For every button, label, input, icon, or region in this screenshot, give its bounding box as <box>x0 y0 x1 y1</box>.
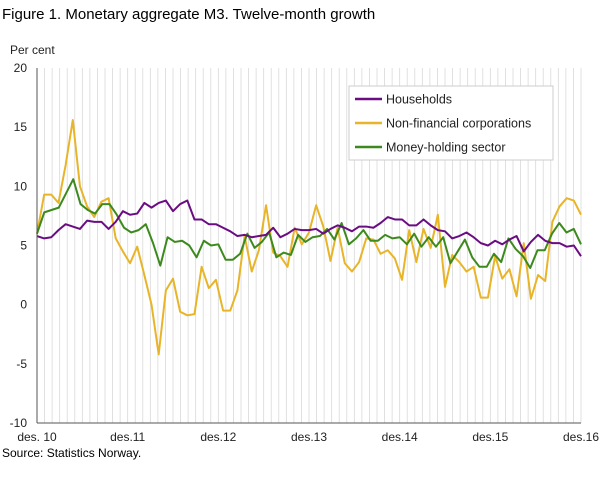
y-tick-label: 20 <box>14 61 28 75</box>
x-axis-ticks: des. 10 des.11 des.12 des.13 des.14 des.15 des… <box>17 430 599 444</box>
x-tick-label: des.13 <box>291 430 327 444</box>
source-note: Source: Statistics Norway. <box>2 446 142 460</box>
x-tick-label: des.11 <box>110 430 145 444</box>
y-axis-label: Per cent <box>10 43 55 57</box>
series-lines <box>36 119 582 356</box>
x-tick-label: des.14 <box>382 430 418 444</box>
legend-label-households: Households <box>386 93 452 107</box>
y-axis-ticks: -10 -5 0 5 10 15 20 <box>10 61 28 430</box>
y-tick-label: -10 <box>10 416 28 430</box>
y-tick-label: 0 <box>20 298 27 312</box>
legend: Households Non-financial corporations Mo… <box>348 85 554 161</box>
series-line-money-holding-sector <box>36 178 582 269</box>
axes <box>36 68 581 424</box>
x-tick-label: des.16 <box>563 430 599 444</box>
y-tick-label: -5 <box>16 357 27 371</box>
chart-title: Figure 1. Monetary aggregate M3. Twelve-… <box>2 6 376 23</box>
series-line-households <box>36 199 582 257</box>
x-tick-label: des.15 <box>472 430 508 444</box>
x-tick-label: des. 10 <box>17 430 57 444</box>
y-tick-label: 15 <box>14 120 28 134</box>
y-tick-label: 10 <box>14 179 28 193</box>
legend-box <box>348 85 554 161</box>
series-line-non-financial-corporations <box>36 119 582 356</box>
x-tick-label: des.12 <box>200 430 236 444</box>
legend-label-non-financial-corporations: Non-financial corporations <box>386 117 531 131</box>
legend-label-money-holding-sector: Money-holding sector <box>386 141 506 155</box>
y-tick-label: 5 <box>20 239 27 253</box>
